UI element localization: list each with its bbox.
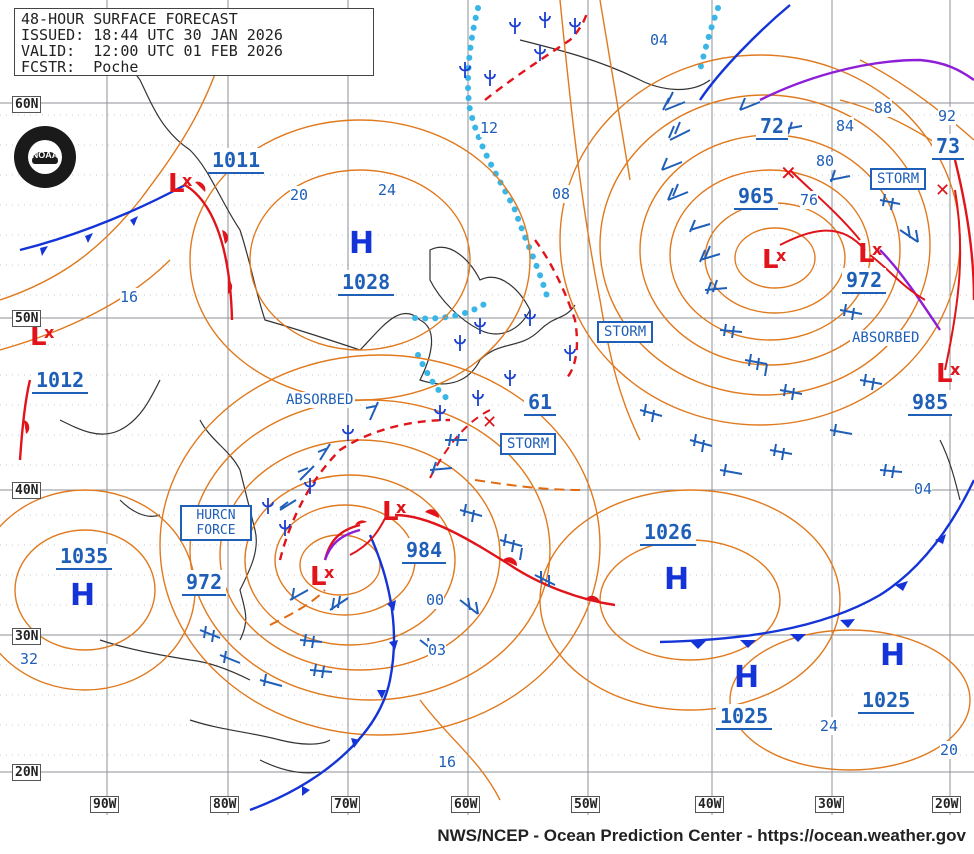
lon-label: 50W xyxy=(571,796,601,813)
pressure-value: 1035 xyxy=(56,544,113,570)
lat-label: 20N xyxy=(12,764,42,781)
isobar-label: 00 xyxy=(426,591,445,609)
pressure-value: 965 xyxy=(734,184,779,210)
storm-tracks xyxy=(269,169,962,626)
lon-label: 90W xyxy=(90,796,120,813)
isobar-label: 20 xyxy=(290,186,309,204)
isobar-label: 92 xyxy=(938,107,957,125)
svg-text:L: L xyxy=(30,322,47,352)
lat-label: 50N xyxy=(12,310,42,327)
isobar-label: 16 xyxy=(120,288,139,306)
lon-label: 40W xyxy=(695,796,725,813)
forecaster-name: FCSTR: Poche xyxy=(21,58,139,76)
freezing-spray-boundary xyxy=(278,9,590,561)
svg-text:x: x xyxy=(776,246,787,265)
pressure-value: 972 xyxy=(842,268,887,294)
lat-label: 40N xyxy=(12,482,42,499)
lat-label: 60N xyxy=(12,96,42,113)
absorbed-label: ABSORBED xyxy=(850,330,922,346)
svg-text:x: x xyxy=(872,240,883,259)
isobar-label: 24 xyxy=(378,181,397,199)
lon-label: 70W xyxy=(331,796,361,813)
pressure-value: 1025 xyxy=(716,704,773,730)
warning-box-storm: STORM xyxy=(500,433,557,455)
isobar-label: 20 xyxy=(940,741,959,759)
svg-text:x: x xyxy=(950,360,961,379)
pressure-value: 1026 xyxy=(640,520,697,546)
warning-box-storm: STORM xyxy=(597,321,654,343)
warm-fronts xyxy=(18,159,974,607)
issued-time: ISSUED: 18:44 UTC 30 JAN 2026 xyxy=(21,26,283,44)
high-pressure-symbol: H xyxy=(70,578,96,613)
isobar-label: 04 xyxy=(914,480,933,498)
coastlines xyxy=(59,29,961,774)
lon-label: 80W xyxy=(210,796,240,813)
pressure-value: 61 xyxy=(524,390,557,416)
pressure-value: 72 xyxy=(756,114,789,140)
svg-text:L: L xyxy=(936,359,953,389)
high-pressure-symbol: H xyxy=(734,660,760,695)
isobar-label: 03 xyxy=(428,641,447,659)
svg-text:x: x xyxy=(396,498,407,517)
cold-front-teeth xyxy=(40,216,946,796)
high-pressure-symbol: H xyxy=(880,638,906,673)
pressure-value: 972 xyxy=(182,570,227,596)
isobar-label: 16 xyxy=(438,753,457,771)
lon-label: 60W xyxy=(451,796,481,813)
lat-label: 30N xyxy=(12,628,42,645)
forecast-title: 48-HOUR SURFACE FORECAST xyxy=(21,10,238,28)
svg-text:L: L xyxy=(310,562,327,592)
svg-text:✕: ✕ xyxy=(935,180,950,201)
occluded-fronts xyxy=(323,58,974,561)
svg-text:L: L xyxy=(858,239,875,269)
dotted-grid xyxy=(0,114,974,756)
svg-text:✕: ✕ xyxy=(482,412,497,433)
isobar-label: 84 xyxy=(836,117,855,135)
low-center-symbols: Lx Lx Lx Lx Lx Lx Lx ✕ ✕ ✕ xyxy=(30,161,961,592)
isobar-label: 80 xyxy=(816,152,835,170)
warm-front-bumps xyxy=(24,181,600,603)
svg-text:✕: ✕ xyxy=(780,161,797,185)
isobar-label: 04 xyxy=(650,31,669,49)
isobar-label: 08 xyxy=(552,185,571,203)
isobar-label: 32 xyxy=(20,650,39,668)
heavy-freezing-spray-symbols xyxy=(262,12,581,536)
isobar-label: 76 xyxy=(800,191,819,209)
lat-lon-grid xyxy=(0,0,974,815)
isobar-label: 12 xyxy=(480,119,499,137)
forecast-header: 48-HOUR SURFACE FORECAST ISSUED: 18:44 U… xyxy=(14,8,374,76)
isobar-label: 24 xyxy=(820,717,839,735)
high-pressure-symbol: H xyxy=(349,226,375,261)
wind-barbs xyxy=(199,91,919,687)
high-pressure-symbol: H xyxy=(664,562,690,597)
svg-text:L: L xyxy=(382,497,399,527)
pressure-value: 984 xyxy=(402,538,447,564)
lon-label: 30W xyxy=(815,796,845,813)
credit-line: NWS/NCEP - Ocean Prediction Center - htt… xyxy=(435,826,968,846)
svg-text:L: L xyxy=(168,169,185,199)
svg-text:L: L xyxy=(762,245,779,275)
pressure-value: 1025 xyxy=(858,688,915,714)
svg-text:x: x xyxy=(44,323,55,342)
valid-time: VALID: 12:00 UTC 01 FEB 2026 xyxy=(21,42,283,60)
pressure-value: 1012 xyxy=(32,368,89,394)
warning-box-hurricane-force: HURCN FORCE xyxy=(180,505,252,541)
pressure-value: 73 xyxy=(932,134,965,160)
isobar-label: 88 xyxy=(874,99,893,117)
svg-text:x: x xyxy=(324,563,335,582)
cold-fronts xyxy=(19,4,974,812)
ice-edge xyxy=(412,5,721,403)
noaa-logo-icon: NOAA xyxy=(14,126,76,188)
absorbed-label: ABSORBED xyxy=(284,392,356,408)
svg-text:x: x xyxy=(182,171,193,190)
pressure-value: 985 xyxy=(908,390,953,416)
pressure-value: 1028 xyxy=(338,270,395,296)
pressure-value: 1011 xyxy=(208,148,265,174)
warning-box-storm: STORM xyxy=(870,168,927,190)
lon-label: 20W xyxy=(932,796,962,813)
